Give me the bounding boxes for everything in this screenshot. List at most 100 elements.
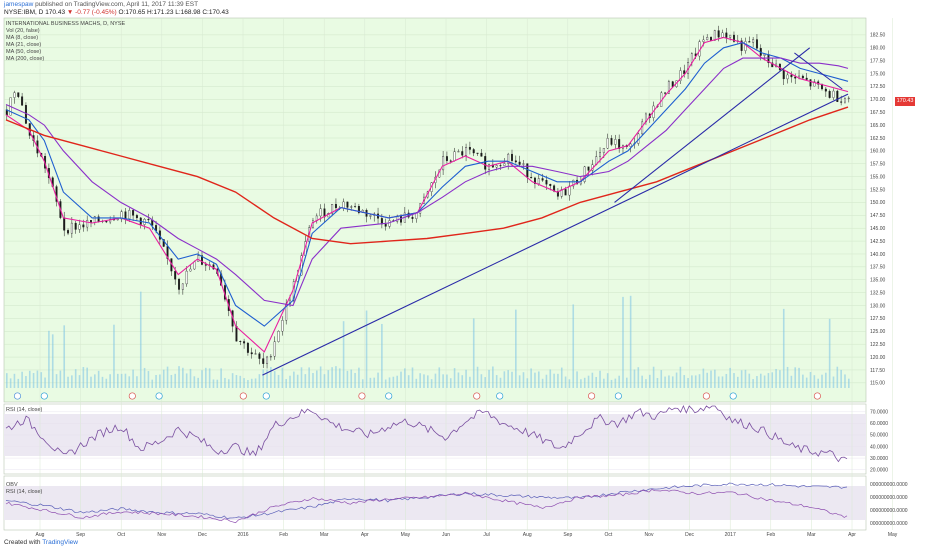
- candle-body: [533, 177, 536, 184]
- main-legend: INTERNATIONAL BUSINESS MACHS, D, NYSE Vo…: [6, 21, 125, 63]
- volume-bar: [350, 369, 353, 388]
- volume-bar: [358, 367, 360, 388]
- volume-bar: [522, 372, 525, 388]
- tradingview-logo[interactable]: TradingView: [42, 539, 78, 546]
- author-link[interactable]: jamespaw: [4, 1, 34, 8]
- volume-bar: [21, 371, 23, 388]
- candle-body: [105, 221, 108, 223]
- volume-bar: [694, 375, 697, 388]
- event-marker: [13, 392, 22, 400]
- volume-bar: [599, 370, 601, 388]
- volume-bar: [740, 370, 743, 388]
- candle-body: [549, 184, 552, 186]
- volume-bar: [109, 374, 111, 388]
- volume-bar: [423, 374, 425, 388]
- last-price: 170.43: [45, 9, 66, 16]
- volume-bar: [113, 324, 115, 388]
- candle-body: [357, 206, 360, 213]
- volume-bar: [798, 367, 800, 388]
- volume-bar: [472, 318, 475, 388]
- volume-bar: [396, 375, 398, 388]
- y-tick-label: 150.00: [870, 200, 886, 206]
- last-price-tag: 170.43: [895, 97, 915, 106]
- candle-body: [824, 88, 827, 92]
- volume-bar: [836, 366, 839, 388]
- candle-body: [266, 356, 269, 364]
- y-tick-label: 147.50: [870, 213, 886, 219]
- y-tick-label: 180.00: [870, 46, 886, 52]
- volume-bar: [825, 372, 827, 388]
- candle-body: [725, 32, 728, 38]
- volume-bar: [36, 370, 39, 388]
- created-with-text: Created with: [4, 539, 41, 546]
- candle-body: [717, 30, 720, 38]
- volume-bar: [74, 369, 77, 388]
- candle-body: [610, 138, 613, 145]
- volume-bar: [373, 377, 376, 388]
- candle-body: [331, 204, 334, 214]
- candle-body: [771, 62, 774, 68]
- obv-tick-label: 000000000.0000: [870, 482, 908, 488]
- volume-bar: [94, 374, 96, 388]
- volume-bar: [17, 378, 20, 388]
- volume-bar: [430, 379, 433, 388]
- volume-bar: [683, 375, 686, 388]
- volume-bar: [224, 377, 226, 388]
- volume-bar: [610, 379, 613, 388]
- volume-bar: [71, 375, 73, 388]
- candle-body: [518, 161, 521, 165]
- volume-bar: [427, 375, 429, 388]
- volume-bar: [105, 378, 108, 388]
- volume-bar: [572, 304, 575, 388]
- volume-bar: [526, 378, 529, 388]
- y-tick-label: 132.50: [870, 290, 886, 296]
- volume-bar: [97, 370, 100, 388]
- candle-body: [713, 30, 716, 41]
- x-tick-label: Jul: [483, 532, 489, 538]
- candle-body: [813, 81, 816, 87]
- volume-bar: [201, 370, 203, 388]
- volume-bars: [6, 291, 850, 388]
- volume-bar: [637, 367, 640, 388]
- candle-body: [782, 69, 785, 80]
- candle-body: [618, 139, 621, 149]
- volume-bar: [250, 378, 253, 388]
- trendline-resistance: [794, 52, 843, 90]
- legend-symbol: INTERNATIONAL BUSINESS MACHS, D, NYSE: [6, 21, 126, 27]
- y-tick-label: 167.50: [870, 110, 886, 116]
- candle-body: [457, 151, 460, 153]
- event-markers: [13, 392, 821, 400]
- candle-body: [319, 208, 322, 217]
- event-marker: [385, 392, 393, 400]
- candle-body: [629, 143, 632, 147]
- candle-body: [587, 166, 590, 171]
- volume-bar: [67, 376, 69, 388]
- volume-bar: [304, 374, 307, 388]
- volume-bar: [537, 371, 540, 388]
- volume-bar: [262, 369, 265, 388]
- volume-bar: [710, 370, 712, 388]
- volume-bar: [369, 377, 372, 388]
- y-tick-label: 162.50: [870, 136, 886, 142]
- volume-bar: [553, 373, 555, 388]
- candle-body: [468, 147, 471, 150]
- volume-bar: [449, 378, 452, 388]
- candle-body: [836, 90, 839, 102]
- x-tick-label: Mar: [320, 532, 329, 538]
- candle-body: [840, 101, 843, 103]
- volume-bar: [331, 367, 333, 388]
- candle-body: [82, 224, 85, 228]
- x-tick-label: Oct: [605, 532, 613, 538]
- candle-body: [350, 206, 353, 208]
- volume-bar: [193, 376, 196, 388]
- volume-bar: [790, 375, 793, 388]
- volume-bar: [802, 374, 804, 388]
- candle-body: [583, 166, 586, 182]
- y-tick-label: 125.00: [870, 329, 886, 335]
- y-tick-label: 120.00: [870, 355, 886, 361]
- volume-bar: [86, 367, 88, 388]
- candle-body: [744, 41, 747, 51]
- x-tick-label: Apr: [361, 532, 369, 538]
- rsi-tick-label: 40.0000: [870, 444, 888, 450]
